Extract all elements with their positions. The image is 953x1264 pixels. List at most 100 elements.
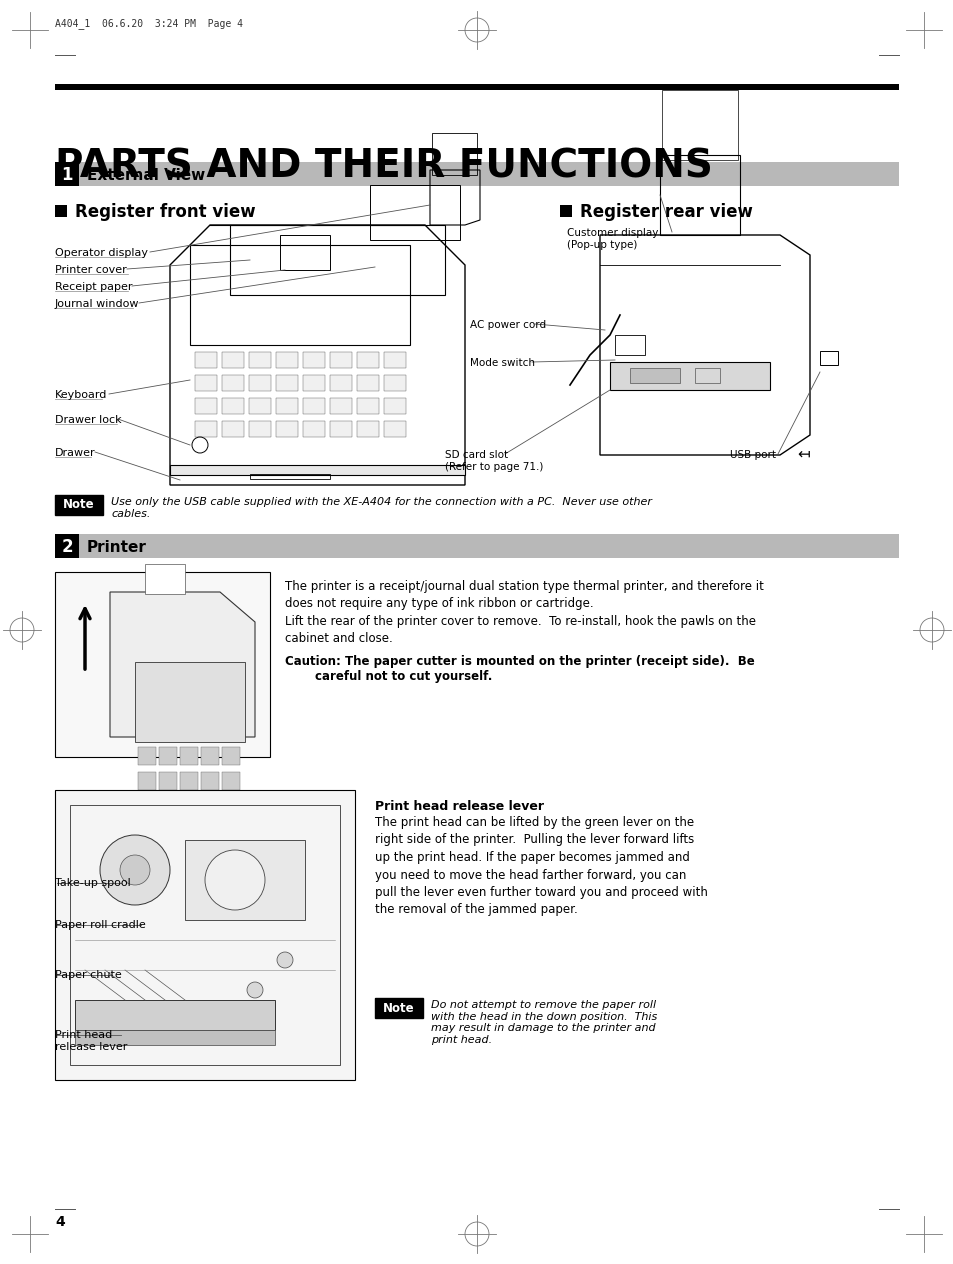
Bar	[55, 162, 898, 186]
Bar	[330, 375, 352, 391]
Text: ↤: ↤	[796, 447, 809, 463]
Bar	[370, 185, 459, 240]
Bar	[384, 351, 406, 368]
Bar	[432, 133, 476, 174]
Text: Printer cover: Printer cover	[55, 265, 127, 276]
Bar	[275, 351, 297, 368]
Text: Lift the rear of the printer cover to remove.  To re-install, hook the pawls on : Lift the rear of the printer cover to re…	[285, 616, 755, 645]
Bar	[384, 398, 406, 415]
Bar	[249, 375, 271, 391]
Bar	[249, 398, 271, 415]
Circle shape	[247, 982, 263, 999]
Text: Mode switch: Mode switch	[470, 358, 535, 368]
Bar	[55, 205, 67, 217]
Bar	[75, 1030, 274, 1045]
Text: Note: Note	[63, 498, 94, 512]
Bar	[194, 421, 216, 437]
Text: Caution: The paper cutter is mounted on the printer (receipt side).  Be: Caution: The paper cutter is mounted on …	[285, 655, 754, 667]
Bar	[820, 351, 837, 365]
Bar	[222, 772, 240, 790]
Bar	[180, 747, 198, 765]
Bar	[384, 421, 406, 437]
Text: 1: 1	[61, 166, 72, 185]
Bar	[138, 747, 156, 765]
Bar	[356, 421, 378, 437]
Bar	[330, 398, 352, 415]
Text: Printer: Printer	[87, 540, 147, 555]
Bar	[249, 351, 271, 368]
Bar	[384, 375, 406, 391]
Bar	[303, 421, 325, 437]
Text: SD card slot
(Refer to page 71.): SD card slot (Refer to page 71.)	[444, 450, 543, 471]
Bar	[222, 351, 244, 368]
Text: The print head can be lifted by the green lever on the
right side of the printer: The print head can be lifted by the gree…	[375, 817, 707, 916]
Bar	[249, 421, 271, 437]
Circle shape	[205, 849, 265, 910]
Bar	[222, 747, 240, 765]
Circle shape	[100, 836, 170, 905]
Bar	[222, 375, 244, 391]
Bar	[55, 83, 898, 90]
Bar	[615, 335, 644, 355]
Bar	[375, 999, 422, 1018]
Text: Drawer lock: Drawer lock	[55, 415, 121, 425]
Text: Keyboard: Keyboard	[55, 391, 108, 399]
Bar	[375, 999, 422, 1018]
Bar	[559, 205, 572, 217]
Bar	[275, 421, 297, 437]
Bar	[201, 772, 219, 790]
Bar	[330, 351, 352, 368]
Bar	[356, 351, 378, 368]
Bar	[55, 573, 270, 757]
Bar	[222, 421, 244, 437]
Bar	[75, 1000, 274, 1030]
Bar	[55, 533, 79, 557]
Bar	[55, 790, 355, 1079]
Bar	[695, 368, 720, 383]
Text: careful not to cut yourself.: careful not to cut yourself.	[314, 670, 492, 683]
Bar	[135, 662, 245, 742]
Text: Customer display
(Pop-up type): Customer display (Pop-up type)	[566, 228, 658, 249]
Bar	[222, 798, 240, 815]
Bar	[303, 351, 325, 368]
Text: Paper roll cradle: Paper roll cradle	[55, 920, 146, 930]
Bar	[303, 398, 325, 415]
Text: PARTS AND THEIR FUNCTIONS: PARTS AND THEIR FUNCTIONS	[55, 148, 712, 186]
Bar	[138, 772, 156, 790]
Text: 4: 4	[55, 1215, 65, 1229]
Text: The printer is a receipt/journal dual station type thermal printer, and therefor: The printer is a receipt/journal dual st…	[285, 580, 763, 611]
Bar	[201, 747, 219, 765]
Text: Take-up spool: Take-up spool	[55, 878, 131, 889]
Text: USB port: USB port	[729, 450, 775, 460]
Bar	[201, 798, 219, 815]
Bar	[280, 235, 330, 270]
Text: AC power cord: AC power cord	[470, 320, 545, 330]
Bar	[356, 398, 378, 415]
Bar	[180, 798, 198, 815]
Bar	[330, 421, 352, 437]
Text: Print head release lever: Print head release lever	[375, 800, 543, 813]
Bar	[55, 162, 79, 186]
Text: Register front view: Register front view	[75, 204, 255, 221]
Text: Paper chute: Paper chute	[55, 969, 122, 980]
Bar	[138, 798, 156, 815]
Text: Do not attempt to remove the paper roll
with the head in the down position.  Thi: Do not attempt to remove the paper roll …	[431, 1000, 657, 1045]
Bar	[145, 564, 185, 594]
Bar	[356, 375, 378, 391]
Bar	[222, 398, 244, 415]
Text: Operator display: Operator display	[55, 248, 148, 258]
Bar	[170, 465, 464, 475]
Text: Note: Note	[383, 1001, 415, 1015]
Circle shape	[276, 952, 293, 968]
Bar	[159, 747, 177, 765]
Bar	[194, 351, 216, 368]
Bar	[55, 495, 103, 514]
Bar	[159, 798, 177, 815]
Bar	[194, 398, 216, 415]
Bar	[303, 375, 325, 391]
Bar	[275, 398, 297, 415]
Bar	[55, 533, 898, 557]
Bar	[629, 368, 679, 383]
Text: External View: External View	[87, 168, 205, 182]
Bar	[275, 375, 297, 391]
